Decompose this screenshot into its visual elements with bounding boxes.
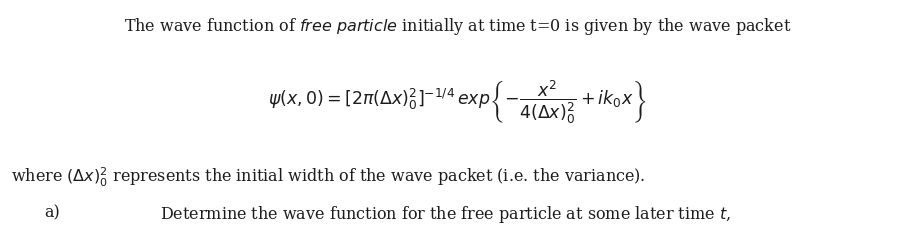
Text: The wave function of $\mathbf{\mathit{free\ particle}}$ initially at time t=0 is: The wave function of $\mathbf{\mathit{fr… (124, 16, 791, 37)
Text: $\psi(x,0) = [2\pi(\Delta x)^2_0]^{-1/4}\,exp\left\{-\dfrac{x^2}{4(\Delta x)^2_0: $\psi(x,0) = [2\pi(\Delta x)^2_0]^{-1/4}… (268, 78, 647, 125)
Text: Determine the wave function for the free particle at some later time $t$,: Determine the wave function for the free… (160, 204, 731, 225)
Text: where $(\Delta x)^2_0$ represents the initial width of the wave packet (i.e. the: where $(\Delta x)^2_0$ represents the in… (11, 166, 646, 189)
Text: a): a) (44, 204, 59, 221)
